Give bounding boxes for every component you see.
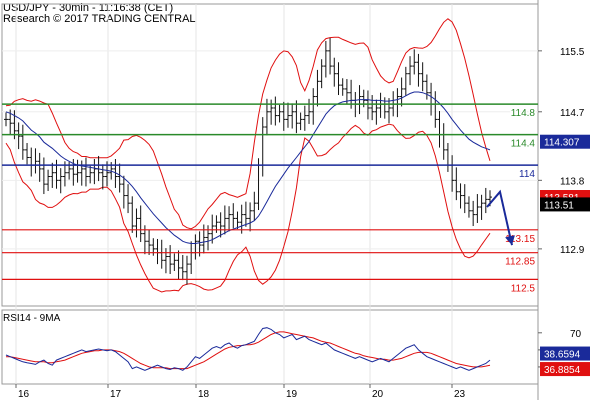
rsi-badge — [540, 362, 590, 377]
time-tick-label: 16 — [18, 389, 30, 400]
rsi-badge-label: 36.8854 — [544, 365, 581, 376]
price-badge — [540, 197, 590, 212]
price-badge-label: 114.307 — [544, 138, 580, 149]
rsi-line — [5, 327, 491, 371]
level-label: 112.5 — [511, 283, 536, 294]
copyright-text: Research © 2017 TRADING CENTRAL — [3, 13, 196, 25]
level-label: 112.85 — [505, 257, 535, 268]
moving-average — [5, 91, 491, 244]
level-label: 114.8 — [511, 108, 536, 119]
price-badge-label: 113.51 — [544, 200, 574, 211]
bollinger-bands — [5, 18, 491, 293]
rsi-panel-frame — [1, 309, 539, 385]
level-label: 114.4 — [511, 139, 536, 150]
grid — [1, 0, 539, 400]
time-tick-label: 23 — [454, 389, 466, 400]
time-tick-label: 19 — [286, 389, 298, 400]
lower-band — [5, 123, 491, 293]
projection-arrow — [486, 189, 515, 246]
rsi-ma-line — [6, 331, 491, 370]
price-bars — [4, 37, 492, 285]
rsi-label: RSI14 - 9MA — [3, 313, 61, 324]
time-tick-label: 20 — [372, 389, 384, 400]
projection-arrowhead — [505, 235, 515, 246]
price-tick-label: 114.7 — [560, 108, 585, 119]
upper-band — [5, 18, 491, 230]
time-tick-label: 18 — [198, 389, 210, 400]
price-tick-label: 115.5 — [560, 47, 585, 58]
moving-average-line — [5, 91, 491, 244]
rsi-badge — [540, 346, 590, 361]
price-tick-label: 113.8 — [560, 176, 585, 187]
rsi-badge-label: 38.6594 — [544, 350, 581, 361]
price-panel-frame — [1, 3, 539, 307]
price-badge — [540, 134, 590, 149]
rsi-tick-label: 70 — [570, 329, 582, 340]
price-tick-label: 112.9 — [560, 245, 585, 256]
time-tick-label: 17 — [110, 389, 122, 400]
time-axis: 16 17 18 19 20 23 — [15, 384, 466, 400]
level-label: 114 — [519, 169, 535, 180]
projection-path — [486, 189, 513, 246]
chart-title: USD/JPY - 30min - 11:16:38 (CET) — [3, 2, 174, 14]
